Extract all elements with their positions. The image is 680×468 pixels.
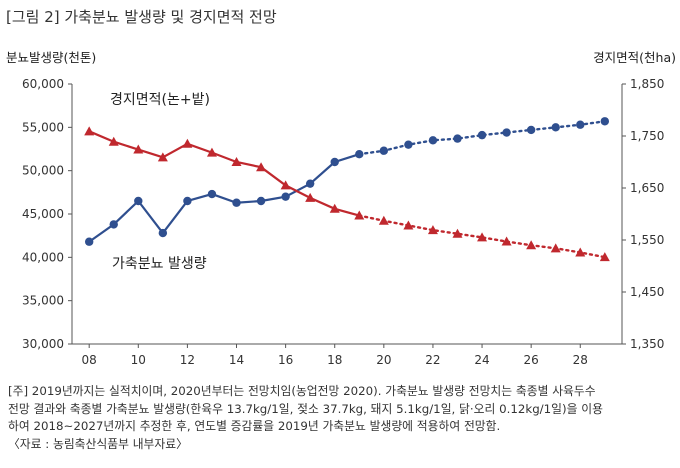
x-tick-label: 24 bbox=[474, 353, 489, 367]
data-point-triangle bbox=[477, 232, 488, 242]
x-tick-label: 22 bbox=[425, 353, 440, 367]
right-tick-label: 1,650 bbox=[630, 181, 664, 195]
data-point-circle bbox=[305, 179, 315, 188]
left-tick-label: 35,000 bbox=[22, 294, 64, 308]
data-point-triangle bbox=[501, 236, 512, 246]
dual-axis-line-chart: 분뇨발생량(천톤) 경지면적(천ha) 30,000 35,000 40,000 45,0… bbox=[6, 50, 676, 367]
x-tick-label: 12 bbox=[180, 353, 195, 367]
x-tick-label: 16 bbox=[278, 353, 293, 367]
data-point-circle bbox=[453, 134, 462, 143]
data-point-circle bbox=[84, 237, 94, 246]
series-line-projection-1 bbox=[358, 120, 607, 156]
footnotes: [주] 2019년까지는 실적치이며, 2020년부터는 전망치임(농업전망 2… bbox=[8, 383, 674, 453]
data-point-triangle bbox=[231, 157, 242, 166]
data-point-circle bbox=[477, 130, 487, 140]
data-point-circle bbox=[526, 125, 536, 135]
data-point-circle bbox=[330, 157, 339, 167]
footnote-line-1: [주] 2019년까지는 실적치이며, 2020년부터는 전망치임(농업전망 2… bbox=[8, 384, 596, 398]
data-point-circle bbox=[207, 189, 217, 199]
data-point-triangle bbox=[550, 243, 561, 253]
data-point-triangle bbox=[157, 152, 168, 162]
data-point-triangle bbox=[133, 144, 144, 154]
right-tick-label: 1,750 bbox=[630, 129, 664, 143]
data-point-triangle bbox=[329, 203, 340, 213]
series-line-actual-2 bbox=[88, 130, 360, 217]
data-point-circle bbox=[502, 128, 511, 137]
data-point-triangle bbox=[108, 136, 119, 146]
left-tick-label: 45,000 bbox=[22, 207, 64, 221]
data-point-circle bbox=[379, 146, 389, 155]
right-tick-label: 1,450 bbox=[630, 285, 664, 299]
data-point-circle bbox=[256, 196, 266, 206]
footnote-line-2: 전망 결과와 축종별 가축분뇨 발생량(한육우 13.7kg/1일, 젖소 37… bbox=[8, 401, 603, 416]
right-tick-label: 1,550 bbox=[630, 233, 664, 247]
data-point-triangle bbox=[256, 162, 267, 172]
data-point-triangle bbox=[452, 228, 463, 238]
series-line-projection-2 bbox=[358, 214, 607, 259]
data-point-circle bbox=[232, 198, 241, 207]
left-tick-label: 50,000 bbox=[22, 164, 64, 178]
data-point-circle bbox=[158, 228, 168, 238]
x-tick-label: 26 bbox=[524, 353, 539, 367]
data-point-circle bbox=[428, 136, 438, 145]
data-point-circle bbox=[404, 140, 413, 149]
series-line-actual-1 bbox=[88, 153, 360, 243]
left-tick-label: 30,000 bbox=[22, 337, 64, 351]
left-tick-label: 60,000 bbox=[22, 77, 64, 91]
x-tick-label: 18 bbox=[327, 353, 342, 367]
x-tick-label: 28 bbox=[573, 353, 588, 367]
data-point-triangle bbox=[354, 210, 365, 220]
source-note: 〈자료 : 농림축산식품부 내부자료〉 bbox=[8, 436, 188, 451]
data-point-circle bbox=[576, 120, 585, 129]
data-point-triangle bbox=[305, 192, 316, 202]
right-axis-title: 경지면적(천ha) bbox=[593, 50, 676, 65]
x-tick-label: 20 bbox=[376, 353, 391, 367]
data-point-triangle bbox=[182, 138, 193, 148]
data-point-triangle bbox=[526, 240, 537, 250]
left-axis-title: 분뇨발생량(천톤) bbox=[6, 50, 96, 65]
data-point-circle bbox=[183, 196, 192, 206]
data-point-circle bbox=[355, 150, 364, 159]
data-point-circle bbox=[281, 192, 290, 201]
data-point-circle bbox=[600, 117, 610, 126]
data-point-triangle bbox=[575, 247, 586, 257]
x-tick-label: 10 bbox=[131, 353, 146, 367]
series-label-arable-land: 경지면적(논+밭) bbox=[110, 92, 210, 108]
left-tick-label: 40,000 bbox=[22, 250, 64, 264]
data-point-circle bbox=[109, 220, 118, 229]
x-tick-label: 08 bbox=[82, 353, 97, 367]
x-tick-label: 14 bbox=[229, 353, 244, 367]
data-point-triangle bbox=[403, 220, 414, 230]
data-point-triangle bbox=[280, 180, 291, 190]
right-tick-label: 1,350 bbox=[630, 337, 664, 351]
data-point-triangle bbox=[84, 126, 95, 136]
figure-title: [그림 2] 가축분뇨 발생량 및 경지면적 전망 bbox=[6, 8, 277, 26]
data-point-triangle bbox=[427, 225, 438, 235]
footnote-line-3: 하여 2018~2027년까지 추정한 후, 연도별 증감률을 2019년 가축… bbox=[8, 419, 501, 433]
data-point-triangle bbox=[599, 252, 610, 262]
series-label-manure: 가축분뇨 발생량 bbox=[112, 256, 207, 272]
data-point-triangle bbox=[206, 147, 217, 157]
data-point-circle bbox=[551, 123, 560, 132]
right-tick-label: 1,850 bbox=[630, 77, 664, 91]
left-tick-label: 55,000 bbox=[22, 120, 64, 134]
data-point-triangle bbox=[378, 215, 389, 225]
data-point-circle bbox=[134, 196, 143, 206]
